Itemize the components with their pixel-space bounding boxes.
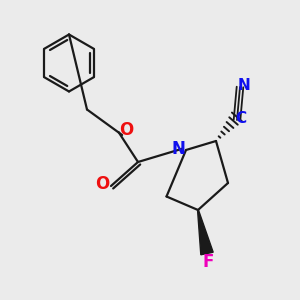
Text: N: N <box>237 78 250 93</box>
Text: C: C <box>235 111 246 126</box>
Text: O: O <box>95 175 109 193</box>
Text: O: O <box>119 122 133 140</box>
Text: F: F <box>203 253 214 271</box>
Text: N: N <box>172 140 185 158</box>
Polygon shape <box>198 210 213 255</box>
